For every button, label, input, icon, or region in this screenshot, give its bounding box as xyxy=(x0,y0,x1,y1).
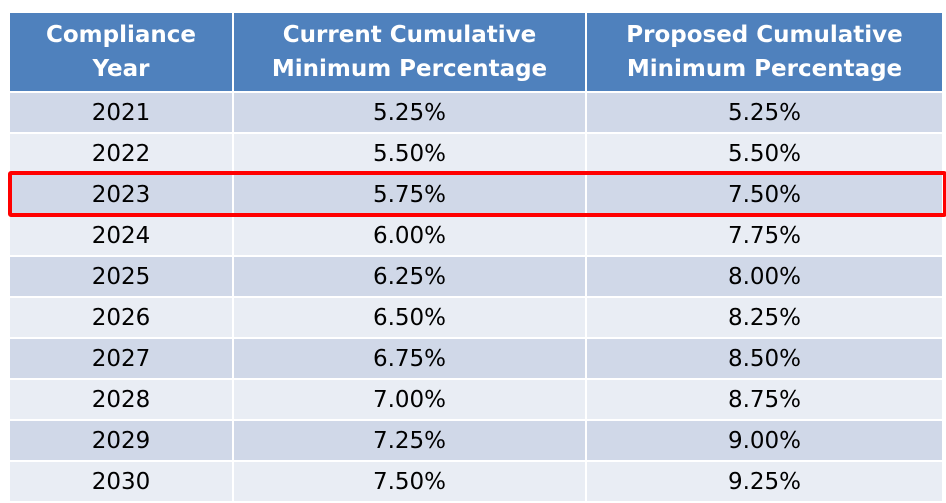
current-percentage-cell: 5.75% xyxy=(234,175,587,214)
year-cell: 2029 xyxy=(10,421,234,460)
proposed-percentage-cell: 9.00% xyxy=(727,427,802,454)
table-row: 2024 6.00% 7.75% xyxy=(10,216,942,257)
year-cell: 2028 xyxy=(10,380,234,419)
compliance-table: Compliance Year Current Cumulative Minim… xyxy=(10,13,942,503)
table-row: 2028 7.00% 8.75% xyxy=(10,380,942,421)
table-row: 2030 7.50% 9.25% xyxy=(10,462,942,503)
table-row: 2027 6.75% 8.50% xyxy=(10,339,942,380)
table-row-highlighted: 2023 5.75% 7.50% xyxy=(10,175,942,216)
proposed-percentage-cell: 7.75% xyxy=(727,222,802,249)
header-line: Year xyxy=(92,56,150,82)
header-line: Minimum Percentage xyxy=(271,56,548,82)
current-percentage-cell: 7.00% xyxy=(234,380,587,419)
current-percentage-cell: 7.25% xyxy=(234,421,587,460)
table-row: 2026 6.50% 8.25% xyxy=(10,298,942,339)
year-cell: 2027 xyxy=(10,339,234,378)
proposed-percentage-cell: 9.25% xyxy=(727,468,802,495)
year-cell: 2026 xyxy=(10,298,234,337)
header-line: Proposed Cumulative xyxy=(626,22,903,48)
year-cell: 2021 xyxy=(10,93,234,132)
current-percentage-cell: 6.00% xyxy=(234,216,587,255)
proposed-percentage-cell: 5.25% xyxy=(727,99,802,126)
proposed-percentage-cell: 8.75% xyxy=(727,386,802,413)
year-cell: 2030 xyxy=(10,462,234,501)
proposed-percentage-cell: 8.25% xyxy=(727,304,802,331)
proposed-percentage-cell: 8.00% xyxy=(727,263,802,290)
header-current-cumulative: Current Cumulative Minimum Percentage xyxy=(234,13,587,91)
header-line: Minimum Percentage xyxy=(626,56,903,82)
current-percentage-cell: 5.50% xyxy=(234,134,587,173)
year-cell: 2022 xyxy=(10,134,234,173)
current-percentage-cell: 6.75% xyxy=(234,339,587,378)
year-cell: 2023 xyxy=(10,175,234,214)
proposed-percentage-cell: 7.50% xyxy=(727,181,802,208)
table-row: 2022 5.50% 5.50% xyxy=(10,134,942,175)
header-proposed-cumulative: Proposed Cumulative Minimum Percentage xyxy=(587,13,942,91)
table-row: 2025 6.25% 8.00% xyxy=(10,257,942,298)
current-percentage-cell: 6.25% xyxy=(234,257,587,296)
table-header-row: Compliance Year Current Cumulative Minim… xyxy=(10,13,942,93)
table-row: 2029 7.25% 9.00% xyxy=(10,421,942,462)
current-percentage-cell: 5.25% xyxy=(234,93,587,132)
header-line: Current Cumulative xyxy=(282,22,537,48)
year-cell: 2024 xyxy=(10,216,234,255)
current-percentage-cell: 6.50% xyxy=(234,298,587,337)
proposed-percentage-cell: 5.50% xyxy=(727,140,802,167)
header-compliance-year: Compliance Year xyxy=(10,13,234,91)
table-row: 2021 5.25% 5.25% xyxy=(10,93,942,134)
header-line: Compliance xyxy=(45,22,196,48)
proposed-percentage-cell: 8.50% xyxy=(727,345,802,372)
year-cell: 2025 xyxy=(10,257,234,296)
current-percentage-cell: 7.50% xyxy=(234,462,587,501)
